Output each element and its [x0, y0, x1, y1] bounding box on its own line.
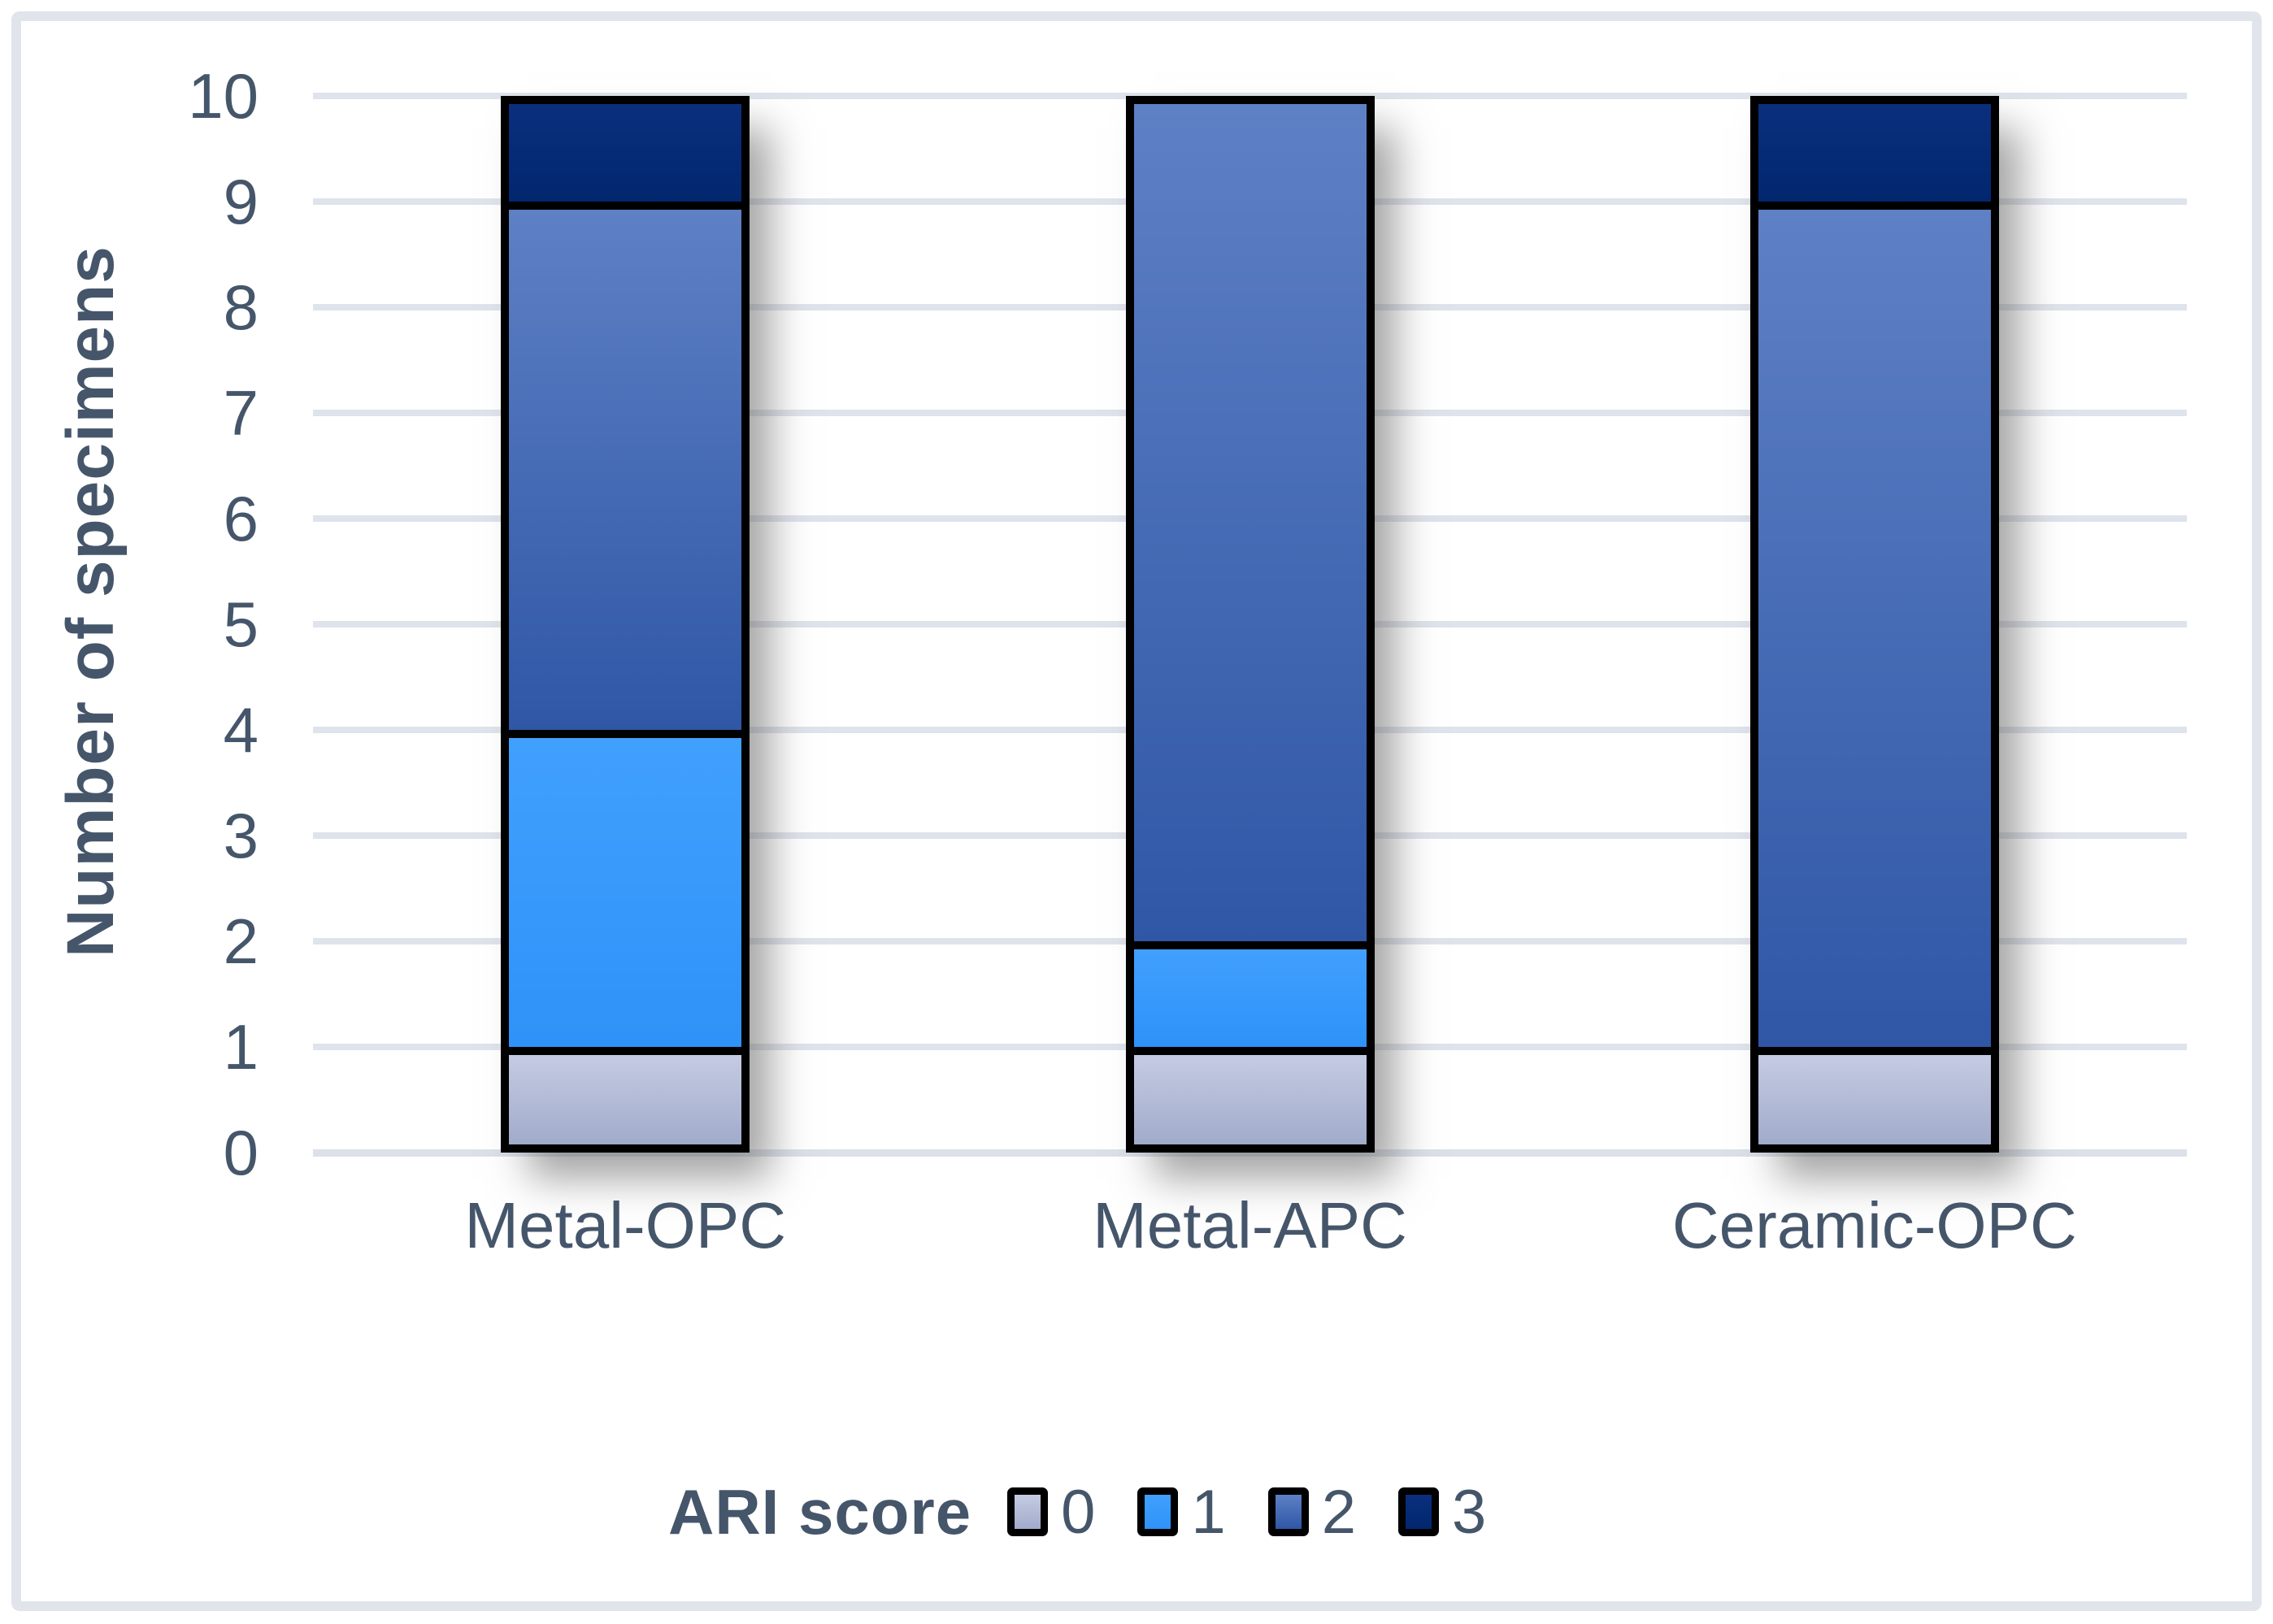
legend-title: ARI score	[668, 1475, 972, 1548]
y-tick-label-10: 10	[188, 60, 259, 132]
legend-item-score-1: 1	[1137, 1477, 1226, 1548]
legend: ARI score 0 1 2 3	[668, 1473, 1528, 1551]
legend-swatch-score-1	[1137, 1487, 1179, 1536]
x-axis-label-metal-apc: Metal-APC	[1093, 1189, 1407, 1261]
bar-segment-score-0	[1749, 1047, 1999, 1153]
bar-metal-apc	[1125, 96, 1375, 1153]
legend-swatch-score-0	[1007, 1487, 1049, 1536]
y-tick-label-3: 3	[223, 800, 259, 871]
legend-label-score-3: 3	[1451, 1477, 1487, 1547]
legend-label-score-1: 1	[1191, 1477, 1226, 1547]
bar-segment-score-0	[501, 1047, 750, 1153]
gridline-y-0	[313, 1149, 2187, 1157]
bar-segment-score-2	[1125, 96, 1375, 941]
bar-ceramic-opc	[1749, 96, 1999, 1153]
bar-segment-score-0	[1125, 1047, 1375, 1153]
y-tick-label-5: 5	[223, 588, 259, 660]
y-tick-label-4: 4	[223, 694, 259, 766]
legend-item-score-3: 3	[1397, 1477, 1487, 1548]
y-tick-label-9: 9	[223, 166, 259, 237]
legend-label-score-0: 0	[1061, 1477, 1096, 1547]
x-axis-label-ceramic-opc: Ceramic-OPC	[1671, 1189, 2077, 1261]
legend-items: 0 1 2 3	[1007, 1477, 1528, 1548]
y-tick-label-7: 7	[223, 377, 259, 449]
legend-label-score-2: 2	[1321, 1477, 1356, 1547]
x-axis-label-metal-opc: Metal-OPC	[464, 1189, 786, 1261]
bar-segment-score-3	[501, 96, 750, 202]
legend-swatch-score-2	[1267, 1487, 1309, 1536]
bar-metal-opc	[501, 96, 750, 1153]
y-tick-label-8: 8	[223, 271, 259, 343]
legend-item-score-0: 0	[1007, 1477, 1095, 1548]
y-tick-label-6: 6	[223, 483, 259, 554]
y-tick-label-2: 2	[223, 905, 259, 977]
y-tick-label-0: 0	[223, 1117, 259, 1188]
figure-border	[11, 11, 2262, 1611]
bar-segment-score-1	[1125, 941, 1375, 1047]
y-tick-label-1: 1	[223, 1011, 259, 1083]
bar-segment-score-2	[1749, 202, 1999, 1047]
bar-segment-score-2	[501, 202, 750, 730]
bar-segment-score-1	[501, 730, 750, 1047]
legend-item-score-2: 2	[1267, 1477, 1356, 1548]
legend-swatch-score-3	[1397, 1487, 1439, 1536]
bar-segment-score-3	[1749, 96, 1999, 202]
